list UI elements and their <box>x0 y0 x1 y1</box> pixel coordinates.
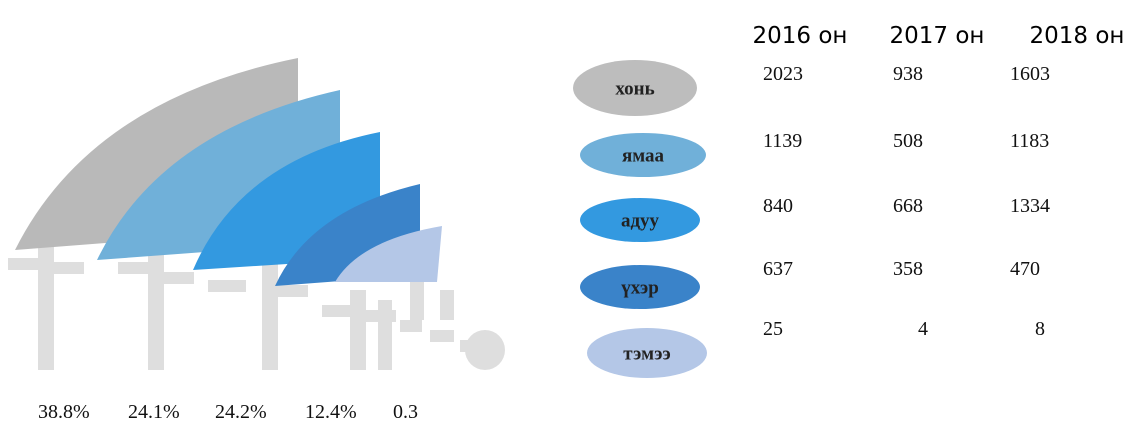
table-cell: 1139 <box>763 130 802 152</box>
label: тэмээ <box>623 343 670 364</box>
label: ямаа <box>622 145 665 166</box>
fan <box>335 226 442 282</box>
share-label: 0.3 <box>393 401 418 423</box>
table-cell: 668 <box>893 195 923 217</box>
column-header: 2018 он <box>1030 23 1125 49</box>
label: адуу <box>621 210 660 231</box>
legend-ellipses <box>573 60 707 378</box>
table-cell: 938 <box>893 63 923 85</box>
column-header: 2017 он <box>890 23 985 49</box>
table-cell: 8 <box>1035 318 1045 340</box>
table-cell: 840 <box>763 195 793 217</box>
column-header: 2016 он <box>753 23 848 49</box>
table-cell: 470 <box>1010 258 1040 280</box>
table-cell: 358 <box>893 258 923 280</box>
share-label: 24.2% <box>215 401 267 423</box>
content: хонь ямаа адуу үхэр тэмээ 2016 он 2017 он 2018 … <box>38 23 1124 423</box>
table-cell: 1334 <box>1010 195 1050 217</box>
table-cell: 25 <box>763 318 783 340</box>
table-cell: 2023 <box>763 63 803 85</box>
table-cell: 637 <box>763 258 793 280</box>
share-label: 38.8% <box>38 401 90 423</box>
table-cell: 508 <box>893 130 923 152</box>
table-cell: 4 <box>918 318 928 340</box>
label: үхэр <box>621 277 659 298</box>
table-cell: 1183 <box>1010 130 1049 152</box>
decoration <box>8 243 505 370</box>
share-label: 24.1% <box>128 401 180 423</box>
share-label: 12.4% <box>305 401 357 423</box>
label: хонь <box>615 78 654 99</box>
table-cell: 1603 <box>1010 63 1050 85</box>
